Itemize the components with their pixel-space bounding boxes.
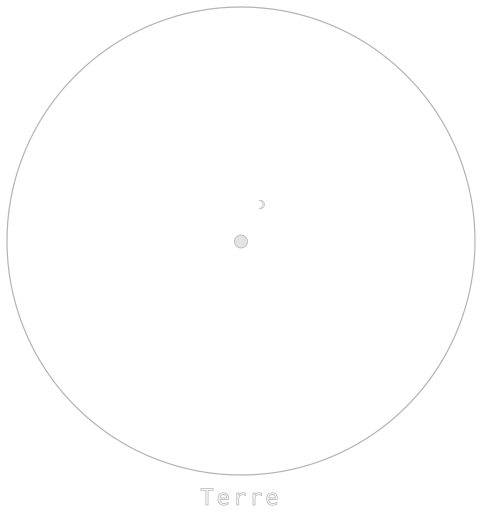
moon-crescent-icon xyxy=(258,199,265,210)
planet-name-label: Terre xyxy=(200,486,282,512)
center-body-dot xyxy=(234,234,248,249)
orbit-circle xyxy=(6,6,476,476)
